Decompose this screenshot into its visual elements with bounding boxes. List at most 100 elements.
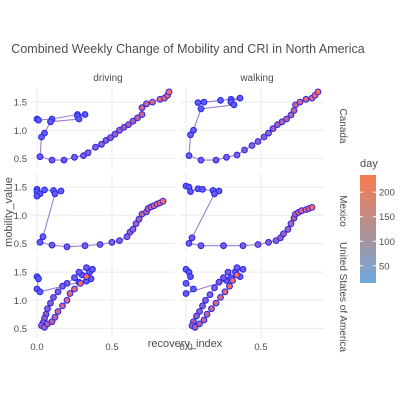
data-point bbox=[107, 134, 114, 142]
x-tick-label: 0.5 bbox=[254, 342, 267, 353]
data-point bbox=[51, 190, 59, 198]
data-point bbox=[149, 98, 156, 106]
column-label-driving: driving bbox=[93, 73, 122, 84]
data-point bbox=[265, 238, 272, 246]
trajectory-line bbox=[185, 267, 245, 328]
data-point bbox=[138, 104, 146, 112]
y-tick-label: 0.5 bbox=[14, 154, 27, 165]
data-point bbox=[217, 97, 224, 104]
data-point bbox=[199, 185, 206, 193]
data-point bbox=[254, 241, 262, 248]
data-point bbox=[47, 299, 54, 307]
data-point bbox=[229, 277, 236, 284]
data-point bbox=[159, 197, 167, 205]
legend-ticks: 50 100 150 200 bbox=[360, 188, 395, 272]
data-point bbox=[83, 273, 90, 281]
data-point bbox=[290, 107, 298, 114]
panels-layer: 0.51.01.50.51.01.50.51.01.50.0 0.5 0.0 0.5 bbox=[14, 88, 324, 353]
data-point bbox=[182, 290, 190, 297]
y-tick-label: 1.5 bbox=[14, 98, 27, 109]
data-point bbox=[39, 233, 47, 241]
data-point bbox=[134, 114, 141, 122]
panel-mexico-driving bbox=[31, 173, 175, 253]
data-point bbox=[193, 312, 200, 320]
trajectory-line bbox=[36, 189, 164, 248]
data-point bbox=[197, 242, 205, 250]
data-point bbox=[226, 282, 233, 290]
data-point bbox=[314, 88, 322, 96]
data-point bbox=[36, 153, 44, 161]
data-point bbox=[59, 302, 66, 310]
data-point bbox=[44, 305, 51, 313]
data-point bbox=[287, 220, 295, 228]
data-point bbox=[187, 131, 194, 139]
data-point bbox=[116, 237, 123, 245]
data-point bbox=[190, 285, 197, 293]
data-point bbox=[196, 308, 203, 315]
data-point bbox=[38, 133, 45, 141]
data-point bbox=[48, 241, 56, 249]
data-point bbox=[241, 146, 248, 154]
data-point bbox=[211, 190, 218, 198]
y-tick-label: 1.0 bbox=[14, 296, 27, 307]
panel-canada-driving bbox=[31, 88, 175, 168]
data-point bbox=[212, 299, 220, 307]
data-point bbox=[284, 225, 292, 233]
data-point bbox=[135, 215, 143, 223]
data-point bbox=[187, 188, 194, 196]
data-point bbox=[199, 302, 206, 310]
y-tick-label: 1.0 bbox=[14, 211, 27, 222]
data-point bbox=[59, 282, 66, 290]
data-point bbox=[302, 95, 310, 103]
data-point bbox=[71, 285, 78, 293]
data-point bbox=[236, 94, 244, 102]
data-point bbox=[75, 268, 83, 276]
data-point bbox=[190, 126, 197, 134]
data-point bbox=[60, 156, 68, 164]
data-point bbox=[196, 320, 203, 328]
data-point bbox=[296, 98, 304, 106]
data-point bbox=[66, 290, 74, 297]
data-point bbox=[239, 242, 247, 250]
legend-colorbar bbox=[360, 175, 376, 283]
data-point bbox=[200, 316, 208, 324]
panel-united-states-of-america-driving bbox=[31, 258, 175, 338]
y-tick-label: 1.5 bbox=[14, 183, 27, 194]
data-point bbox=[84, 149, 92, 157]
data-point bbox=[83, 264, 90, 272]
data-point bbox=[223, 153, 230, 161]
data-point bbox=[63, 296, 71, 304]
x-tick-label: 0.0 bbox=[30, 342, 43, 353]
data-point bbox=[239, 265, 247, 273]
data-point bbox=[36, 288, 44, 296]
data-point bbox=[51, 313, 59, 321]
data-point bbox=[233, 264, 241, 272]
data-point bbox=[194, 99, 202, 106]
data-point bbox=[129, 225, 137, 233]
data-point bbox=[203, 310, 211, 318]
data-point bbox=[75, 115, 83, 123]
data-point bbox=[92, 143, 99, 151]
data-point bbox=[54, 288, 62, 296]
data-point bbox=[188, 234, 196, 242]
data-point bbox=[208, 305, 215, 313]
data-point bbox=[221, 288, 229, 296]
data-point bbox=[165, 88, 173, 96]
legend-tick-label: 100 bbox=[379, 237, 395, 248]
data-point bbox=[123, 233, 131, 241]
data-point bbox=[283, 115, 290, 123]
row-label-united-states: United States of America bbox=[337, 242, 348, 352]
data-point bbox=[230, 101, 238, 109]
y-tick-label: 0.5 bbox=[14, 324, 27, 335]
data-point bbox=[220, 242, 227, 250]
data-point bbox=[182, 280, 190, 287]
data-point bbox=[280, 230, 287, 238]
data-point bbox=[71, 153, 78, 161]
legend-title: day bbox=[360, 158, 378, 170]
data-point bbox=[233, 271, 241, 279]
column-label-walking: walking bbox=[239, 73, 273, 84]
data-point bbox=[98, 140, 105, 148]
data-point bbox=[132, 220, 140, 228]
legend: day 50 100 150 200 bbox=[360, 158, 395, 283]
